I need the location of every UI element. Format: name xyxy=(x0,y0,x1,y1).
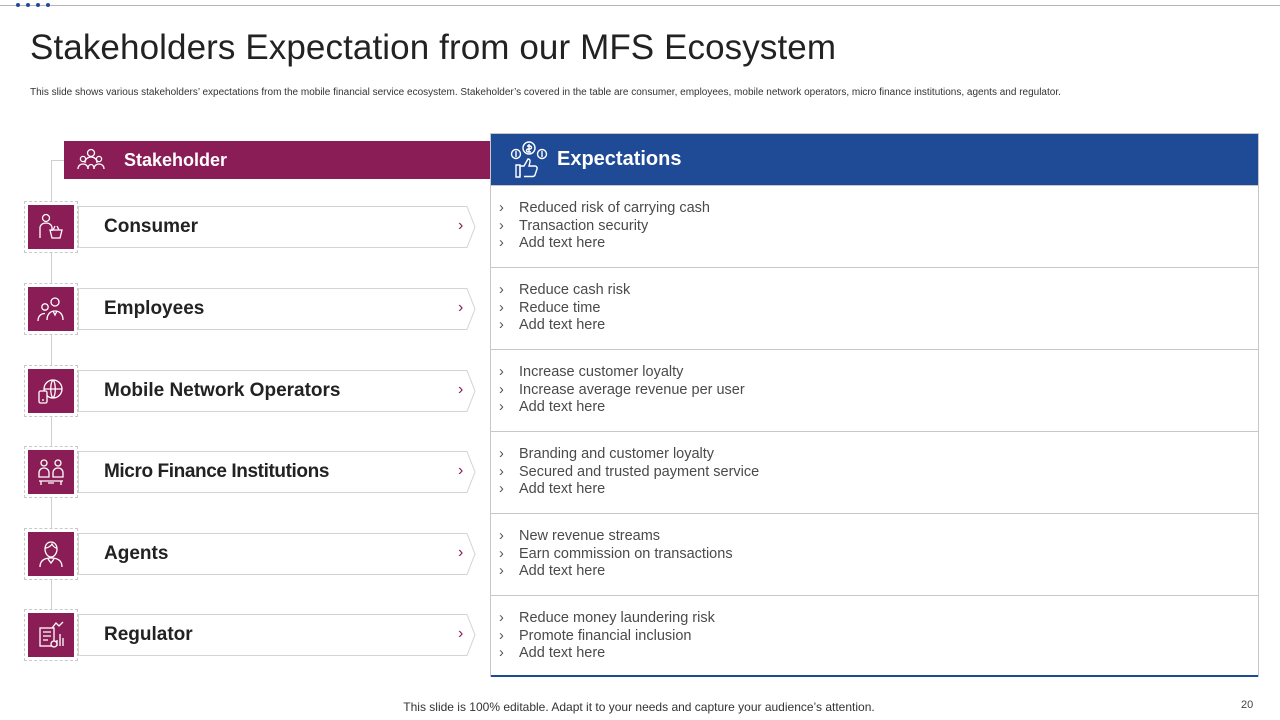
slide-title: Stakeholders Expectation from our MFS Ec… xyxy=(30,28,837,67)
expectations-cell: › New revenue streams › Earn commission on… xyxy=(491,513,1258,595)
expectations-panel: Expectations › Reduced risk of carrying c… xyxy=(490,133,1259,677)
label-plate xyxy=(78,206,476,248)
connector-line-top xyxy=(51,160,65,161)
expectations-header-label: Expectations xyxy=(557,148,682,170)
page-number: 20 xyxy=(1241,699,1254,711)
stakeholder-label: Consumer xyxy=(104,216,198,237)
expectation-item: › Secured and trusted payment service xyxy=(499,463,760,480)
bullet-icon: › xyxy=(499,627,504,644)
expectation-item: › Branding and customer loyalty xyxy=(499,446,715,462)
bullet-icon: › xyxy=(499,645,504,661)
top-rule xyxy=(0,5,1280,6)
bullet-icon: › xyxy=(499,481,504,497)
bullet-icon: › xyxy=(499,217,504,234)
bullet-icon: › xyxy=(499,610,504,626)
regulator-chart-icon xyxy=(39,621,64,648)
stakeholder-header-label: Stakeholder xyxy=(124,149,228,170)
bullet-icon: › xyxy=(499,563,504,579)
expectation-item: › Reduce cash risk xyxy=(499,282,631,298)
label-plate xyxy=(78,533,476,575)
expectation-item: › Add text here xyxy=(499,563,606,579)
stakeholder-row-micro-finance-institutions[interactable]: Micro Finance Institutions › xyxy=(24,446,476,498)
expectations-list: › Increase customer loyalty › Increase ave… xyxy=(499,364,745,417)
label-plate xyxy=(78,451,476,493)
bullet-icon: › xyxy=(499,235,504,251)
expectation-item: › Add text here xyxy=(499,317,606,333)
bullet-icon: › xyxy=(499,528,504,544)
bullet-icon: › xyxy=(499,282,504,298)
expectations-header: Expectations xyxy=(491,134,1258,185)
footer-note: This slide is 100% editable. Adapt it to… xyxy=(403,700,875,714)
expectation-item: › Add text here xyxy=(499,645,606,661)
expectation-item: › Reduce money laundering risk xyxy=(499,610,715,626)
stakeholder-label: Mobile Network Operators xyxy=(104,380,341,401)
stakeholder-label: Regulator xyxy=(104,624,193,645)
expectation-item: › Add text here xyxy=(499,481,606,497)
expectation-item: › New revenue streams xyxy=(499,528,661,544)
expectations-cell: › Reduced risk of carrying cash › Transact… xyxy=(491,185,1258,267)
chevron-right-icon: › xyxy=(458,299,464,316)
label-plate xyxy=(78,614,476,656)
stakeholder-label: Agents xyxy=(104,543,169,564)
label-plate xyxy=(78,370,476,412)
decorative-dots xyxy=(16,3,50,7)
bullet-icon: › xyxy=(499,381,504,398)
stakeholder-header: Stakeholder xyxy=(64,141,491,179)
stakeholder-row-regulator[interactable]: Regulator › xyxy=(24,609,476,661)
employees-icon xyxy=(37,297,64,322)
expectations-list: › Reduce money laundering risk › Promote f… xyxy=(499,610,715,663)
stakeholder-row-employees[interactable]: Employees › xyxy=(24,283,476,335)
bullet-icon: › xyxy=(499,463,504,480)
bullet-icon: › xyxy=(499,317,504,333)
finance-institution-icon xyxy=(38,459,64,485)
expectation-item: › Promote financial inclusion xyxy=(499,627,692,644)
expectations-list: › Reduce cash risk › Reduce time › Add text… xyxy=(499,282,630,335)
agent-icon xyxy=(39,541,63,568)
group-icon xyxy=(66,141,116,179)
bullet-icon: › xyxy=(499,446,504,462)
bullet-icon: › xyxy=(499,364,504,380)
expectations-list: › Branding and customer loyalty › Secured … xyxy=(499,446,759,499)
slide-subtitle: This slide shows various stakeholders’ e… xyxy=(30,87,1061,98)
expectation-item: › Increase customer loyalty xyxy=(499,364,684,380)
stakeholder-row-agents[interactable]: Agents › xyxy=(24,528,476,580)
bullet-icon: › xyxy=(499,399,504,415)
expectations-cell: › Reduce cash risk › Reduce time › Add text… xyxy=(491,267,1258,349)
expectations-cell: › Increase customer loyalty › Increase ave… xyxy=(491,349,1258,431)
stakeholder-row-mobile-network-operators[interactable]: Mobile Network Operators › xyxy=(24,365,476,417)
expectation-item: › Reduced risk of carrying cash xyxy=(499,200,710,216)
chevron-right-icon: › xyxy=(458,625,464,642)
expectations-cell: › Branding and customer loyalty › Secured … xyxy=(491,431,1258,513)
expectations-cell: › Reduce money laundering risk › Promote f… xyxy=(491,595,1258,677)
expectation-item: › Reduce time xyxy=(499,299,601,316)
stakeholder-label: Micro Finance Institutions xyxy=(104,461,330,482)
stakeholder-row-consumer[interactable]: Consumer › xyxy=(24,201,476,253)
expectation-item: › Increase average revenue per user xyxy=(499,381,745,398)
expectation-item: › Add text here xyxy=(499,235,606,251)
expectations-list: › New revenue streams › Earn commission on… xyxy=(499,528,733,581)
expectation-item: › Add text here xyxy=(499,399,606,415)
chevron-right-icon: › xyxy=(458,381,464,398)
expectations-bottom-rule xyxy=(491,675,1258,677)
bullet-icon: › xyxy=(499,200,504,216)
bullet-icon: › xyxy=(499,299,504,316)
expectations-list: › Reduced risk of carrying cash › Transact… xyxy=(499,200,710,253)
expectation-item: › Transaction security xyxy=(499,217,649,234)
chevron-right-icon: › xyxy=(458,462,464,479)
label-plate xyxy=(78,288,476,330)
chevron-right-icon: › xyxy=(458,544,464,561)
bullet-icon: › xyxy=(499,545,504,562)
mobile-globe-icon xyxy=(38,379,63,404)
money-thumbs-up-icon xyxy=(499,134,559,185)
shopper-icon xyxy=(39,213,63,239)
expectation-item: › Earn commission on transactions xyxy=(499,545,733,562)
chevron-right-icon: › xyxy=(458,217,464,234)
stakeholder-label: Employees xyxy=(104,298,205,319)
